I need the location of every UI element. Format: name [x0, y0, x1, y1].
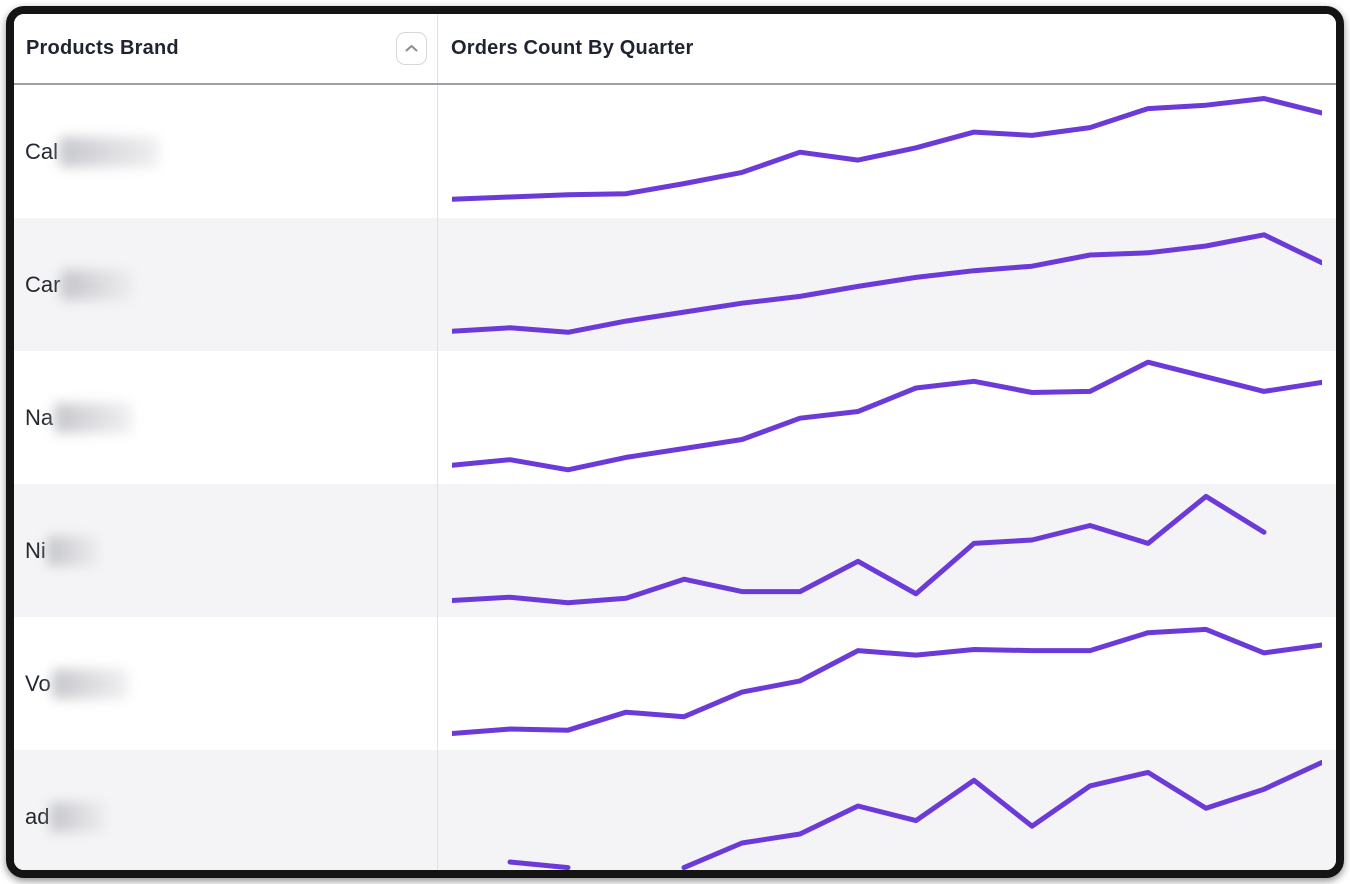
- sparkline-path: [452, 359, 1322, 473]
- redacted-text-blur: [46, 535, 99, 566]
- table-row: Cal: [14, 85, 1336, 218]
- redacted-text-blur: [50, 801, 107, 832]
- sparkline-chart: [452, 626, 1322, 736]
- brand-label: ad: [25, 803, 50, 829]
- redacted-text-blur: [61, 269, 134, 300]
- sparkline-cell: [438, 85, 1336, 218]
- brand-label: Cal: [25, 138, 59, 164]
- table-row: ad: [14, 750, 1336, 870]
- table-row: Car: [14, 218, 1336, 351]
- sparkline-chart: [452, 96, 1322, 202]
- redacted-text-blur: [51, 668, 128, 699]
- column-header-label: Products Brand: [26, 37, 179, 59]
- sparkline-cell: [438, 218, 1336, 351]
- sparkline-chart: [507, 759, 1322, 870]
- brand-label: Ni: [25, 537, 46, 563]
- table-row: Vo: [14, 617, 1336, 750]
- brand-cell: Na: [14, 351, 438, 484]
- redacted-text-blur: [54, 402, 133, 433]
- column-header-products-brand[interactable]: Products Brand: [14, 14, 438, 83]
- table-row: Na: [14, 351, 1336, 484]
- table-header: Products Brand Orders Count By Quarter: [14, 14, 1336, 85]
- sparkline-path: [452, 626, 1322, 736]
- sparkline-path: [452, 96, 1322, 202]
- sparkline-path: [452, 232, 1322, 335]
- sparkline-path: [507, 859, 571, 870]
- sparkline-cell: [438, 617, 1336, 750]
- brand-cell: Ni: [14, 484, 438, 617]
- brand-cell: Vo: [14, 617, 438, 750]
- sparkline-chart: [452, 359, 1322, 473]
- column-header-label: Orders Count By Quarter: [451, 37, 694, 59]
- sparkline-cell: [438, 351, 1336, 484]
- brand-cell: Cal: [14, 85, 438, 218]
- brand-label: Car: [25, 271, 61, 297]
- sparkline-path: [681, 759, 1322, 870]
- sparkline-chart: [452, 232, 1322, 335]
- sparkline-cell: [438, 484, 1336, 617]
- sparkline-cell: [438, 750, 1336, 870]
- brand-cell: Car: [14, 218, 438, 351]
- chevron-up-icon: [405, 45, 418, 52]
- sparkline-chart: [452, 493, 1267, 606]
- redacted-text-blur: [59, 136, 160, 167]
- sparkline-path: [452, 493, 1267, 606]
- column-header-orders-count[interactable]: Orders Count By Quarter: [438, 14, 1336, 83]
- table-body: Cal Car Na Ni Vo ad: [14, 85, 1336, 870]
- table-row: Ni: [14, 484, 1336, 617]
- sort-button[interactable]: [396, 32, 427, 65]
- brand-label: Vo: [25, 670, 51, 696]
- report-window: Products Brand Orders Count By Quarter C…: [6, 6, 1344, 878]
- brand-label: Na: [25, 404, 54, 430]
- brand-cell: ad: [14, 750, 438, 870]
